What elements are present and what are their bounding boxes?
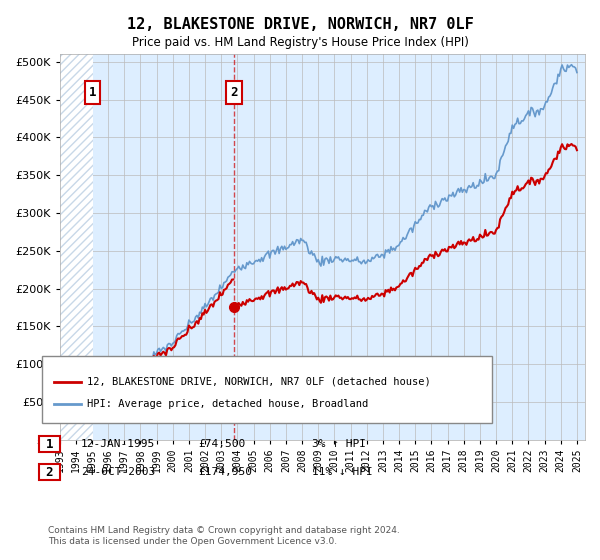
Text: £74,500: £74,500 (198, 439, 245, 449)
Text: Contains HM Land Registry data © Crown copyright and database right 2024.
This d: Contains HM Land Registry data © Crown c… (48, 526, 400, 546)
Bar (59, 54, 92, 440)
Text: 3% ↑ HPI: 3% ↑ HPI (312, 439, 366, 449)
Text: £174,950: £174,950 (198, 467, 252, 477)
Text: 2: 2 (46, 465, 53, 479)
Text: 1: 1 (89, 86, 96, 99)
Text: 1: 1 (46, 437, 53, 451)
FancyBboxPatch shape (226, 81, 242, 104)
Text: 12-JAN-1995: 12-JAN-1995 (81, 439, 155, 449)
Text: 11% ↓ HPI: 11% ↓ HPI (312, 467, 373, 477)
FancyBboxPatch shape (85, 81, 100, 104)
Text: 24-OCT-2003: 24-OCT-2003 (81, 467, 155, 477)
Text: HPI: Average price, detached house, Broadland: HPI: Average price, detached house, Broa… (87, 399, 368, 409)
Text: 12, BLAKESTONE DRIVE, NORWICH, NR7 0LF: 12, BLAKESTONE DRIVE, NORWICH, NR7 0LF (127, 17, 473, 32)
Text: 2: 2 (230, 86, 238, 99)
Text: 12, BLAKESTONE DRIVE, NORWICH, NR7 0LF (detached house): 12, BLAKESTONE DRIVE, NORWICH, NR7 0LF (… (87, 377, 431, 386)
Text: Price paid vs. HM Land Registry's House Price Index (HPI): Price paid vs. HM Land Registry's House … (131, 36, 469, 49)
